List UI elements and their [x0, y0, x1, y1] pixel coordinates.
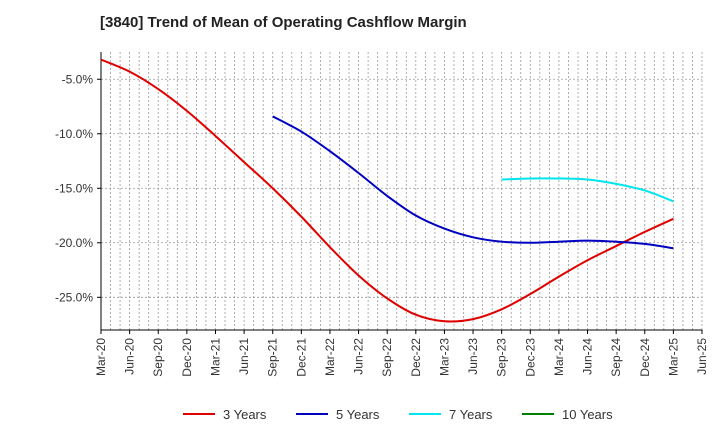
legend-label-3-years: 3 Years: [223, 407, 267, 422]
plot-area: [101, 52, 702, 330]
x-tick-label: Mar-22: [323, 338, 337, 376]
legend-label-10-years: 10 Years: [562, 407, 613, 422]
x-tick-label: Jun-21: [237, 338, 251, 375]
y-tick-label: -5.0%: [62, 72, 94, 86]
x-tick-label: Dec-22: [409, 338, 423, 377]
legend-label-7-years: 7 Years: [449, 407, 493, 422]
x-tick-label: Mar-23: [437, 338, 451, 376]
y-tick-label: -15.0%: [55, 181, 93, 195]
x-tick-label: Dec-24: [638, 338, 652, 377]
x-tick-label: Jun-24: [581, 338, 595, 375]
y-tick-label: -10.0%: [55, 127, 93, 141]
x-tick-label: Sep-20: [151, 338, 165, 377]
x-tick-label: Jun-20: [123, 338, 137, 375]
x-tick-label: Mar-24: [552, 338, 566, 376]
legend-label-5-years: 5 Years: [336, 407, 380, 422]
series-line-3-years: [100, 58, 674, 323]
x-tick-label: Sep-23: [495, 338, 509, 377]
x-tick-label: Jun-22: [352, 338, 366, 375]
x-tick-label: Mar-21: [208, 338, 222, 376]
series-line-7-years: [501, 177, 674, 203]
x-tick-label: Jun-25: [695, 338, 709, 375]
chart-title: [3840] Trend of Mean of Operating Cashfl…: [100, 14, 467, 31]
y-tick-label: -25.0%: [55, 290, 93, 304]
x-tick-label: Dec-20: [180, 338, 194, 377]
y-tick-label: -20.0%: [55, 236, 93, 250]
x-tick-label: Dec-21: [294, 338, 308, 377]
x-tick-label: Sep-24: [609, 338, 623, 377]
x-tick-label: Sep-22: [380, 338, 394, 377]
x-tick-label: Jun-23: [466, 338, 480, 375]
x-tick-label: Dec-23: [523, 338, 537, 377]
series-line-5-years: [272, 115, 674, 250]
x-tick-label: Sep-21: [266, 338, 280, 377]
x-tick-label: Mar-20: [94, 338, 108, 376]
x-tick-label: Mar-25: [666, 338, 680, 376]
